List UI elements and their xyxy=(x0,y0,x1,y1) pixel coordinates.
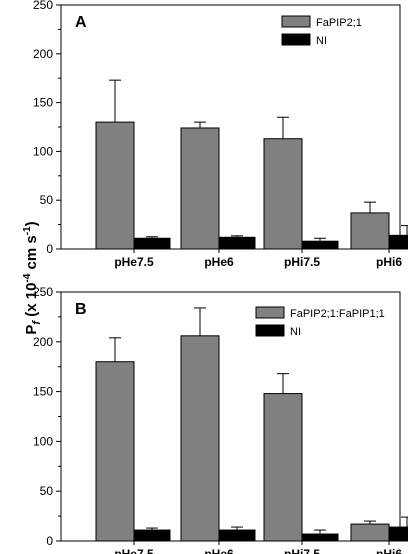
y-axis-label-sub: f xyxy=(31,320,43,325)
x-tick-label: pHi6 xyxy=(376,255,402,269)
y-axis-label-exp2: -1 xyxy=(22,226,33,235)
legend-label: FaPIP2;1 xyxy=(316,17,362,29)
bar-series2-phe75 xyxy=(133,237,171,250)
bar-series2-phe6 xyxy=(218,236,256,250)
legend: FaPIP2;1:FaPIP1;1 NI xyxy=(255,306,385,338)
x-tick-label: pHi6 xyxy=(376,547,402,554)
y-tick-label: 50 xyxy=(40,484,54,498)
legend-label: NI xyxy=(290,326,301,338)
bar-series1-phi75 xyxy=(263,138,303,250)
bar-series1-phe75 xyxy=(95,121,135,250)
y-tick-label: 200 xyxy=(33,335,53,349)
legend-label: NI xyxy=(316,35,327,47)
bar-series1-phe75 xyxy=(95,361,135,542)
y-tick-label: 250 xyxy=(33,285,53,299)
legend-swatch xyxy=(255,324,285,337)
y-axis-label-close: ) xyxy=(23,221,40,226)
bar-series1-phi6 xyxy=(350,523,390,542)
bar-series1-phi6 xyxy=(350,212,390,250)
x-tick-label: pHe6 xyxy=(204,255,234,269)
panel-label: A xyxy=(75,14,87,31)
legend-swatch xyxy=(281,15,311,28)
y-axis-label: Pf (x 10-4 cm s-1) xyxy=(22,221,43,334)
legend: FaPIP2;1 NI xyxy=(281,15,362,47)
y-tick-label: 200 xyxy=(33,47,53,61)
x-tick-label: pHe7.5 xyxy=(114,547,154,554)
y-axis-label-mid: cm s xyxy=(23,235,40,273)
y-axis-label-main: P xyxy=(23,325,40,335)
y-axis-label-exp1: -4 xyxy=(22,273,33,282)
y-tick-label: 0 xyxy=(46,534,53,548)
bar-series1-phi75 xyxy=(263,393,303,542)
x-tick-label: pHe7.5 xyxy=(114,255,154,269)
panel-label: B xyxy=(75,301,87,318)
legend-swatch xyxy=(281,33,311,46)
legend-label: FaPIP2;1:FaPIP1;1 xyxy=(290,308,385,320)
y-tick-label: 150 xyxy=(33,385,53,399)
bar-series2-phi6 xyxy=(388,526,408,542)
y-tick-label: 100 xyxy=(33,434,53,448)
bar-series2-phe6 xyxy=(218,529,256,542)
x-tick-label: pHe6 xyxy=(204,547,234,554)
bar-series2-phi6 xyxy=(388,234,408,250)
y-tick-label: 100 xyxy=(33,144,53,158)
y-axis-label-rest: (x 10 xyxy=(23,283,40,321)
y-tick-label: 0 xyxy=(46,242,53,256)
bar-series2-phi75 xyxy=(301,240,339,250)
legend-swatch xyxy=(255,306,285,319)
bar-series2-phe75 xyxy=(133,529,171,542)
x-tick-label: pHi7.5 xyxy=(284,255,320,269)
x-tick-label: pHi7.5 xyxy=(284,547,320,554)
bar-series1-phe6 xyxy=(180,335,220,542)
y-tick-label: 150 xyxy=(33,96,53,110)
y-tick-label: 50 xyxy=(40,193,54,207)
bar-series1-phe6 xyxy=(180,127,220,250)
bar-series2-phi75 xyxy=(301,533,339,542)
y-tick-label: 250 xyxy=(33,0,53,12)
